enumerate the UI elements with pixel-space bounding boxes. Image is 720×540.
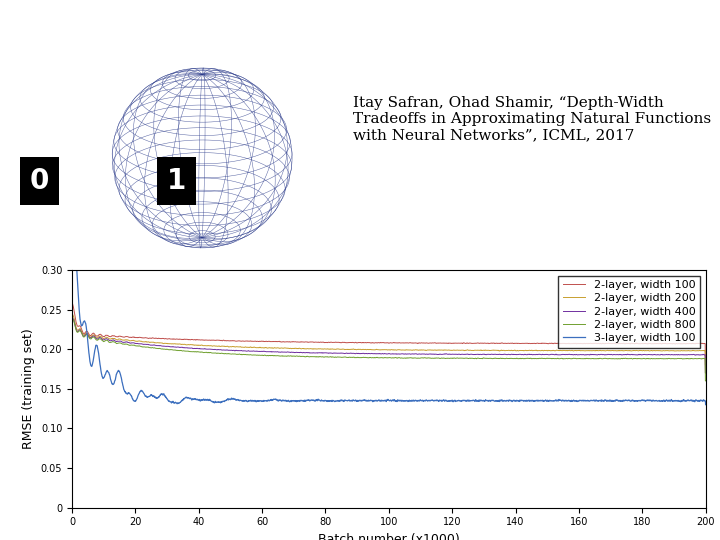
2-layer, width 100 [338,339,347,346]
2-layer, width 400 [140,341,149,348]
3-layer, width 100 [338,397,347,404]
2-layer, width 200 [338,346,347,352]
2-layer, width 400 [68,370,76,376]
2-layer, width 200 [68,311,77,318]
Line: 2-layer, width 100: 2-layer, width 100 [72,303,706,365]
2-layer, width 400 [701,370,710,376]
3-layer, width 100 [68,282,76,289]
2-layer, width 400 [311,350,320,356]
2-layer, width 200 [68,370,76,376]
3-layer, width 100 [701,401,710,408]
2-layer, width 400 [178,344,186,350]
2-layer, width 200 [311,346,320,352]
2-layer, width 800 [140,344,149,350]
2-layer, width 400 [338,350,347,356]
3-layer, width 100 [689,397,698,404]
2-layer, width 800 [689,355,698,362]
2-layer, width 100 [140,335,149,341]
2-layer, width 100 [689,340,698,347]
Legend: 2-layer, width 100, 2-layer, width 200, 2-layer, width 400, 2-layer, width 800, : 2-layer, width 100, 2-layer, width 200, … [558,275,700,348]
2-layer, width 200 [689,347,698,354]
Text: 1: 1 [167,167,186,195]
2-layer, width 800 [311,354,320,360]
2-layer, width 200 [140,339,149,345]
2-layer, width 800 [68,377,76,384]
Line: 2-layer, width 400: 2-layer, width 400 [72,318,706,373]
3-layer, width 100 [311,398,320,404]
Line: 2-layer, width 800: 2-layer, width 800 [72,319,706,381]
2-layer, width 200 [701,370,710,376]
Y-axis label: RMSE (training set): RMSE (training set) [22,328,35,449]
2-layer, width 100 [68,300,77,307]
Line: 3-layer, width 100: 3-layer, width 100 [72,244,706,404]
2-layer, width 800 [701,377,710,384]
X-axis label: Batch number (x1000): Batch number (x1000) [318,533,459,540]
Text: 0: 0 [30,167,49,195]
Line: 2-layer, width 200: 2-layer, width 200 [72,314,706,373]
3-layer, width 100 [140,391,149,397]
2-layer, width 800 [178,348,186,354]
2-layer, width 200 [621,347,629,354]
2-layer, width 100 [311,339,320,346]
3-layer, width 100 [621,397,629,403]
3-layer, width 100 [70,240,78,247]
2-layer, width 800 [68,316,77,322]
2-layer, width 400 [68,314,77,321]
2-layer, width 100 [68,362,76,368]
2-layer, width 400 [621,352,629,358]
3-layer, width 100 [178,397,186,404]
2-layer, width 400 [689,351,698,357]
2-layer, width 800 [621,355,629,362]
2-layer, width 800 [338,354,347,361]
2-layer, width 100 [701,362,710,368]
2-layer, width 200 [178,341,186,348]
2-layer, width 100 [621,340,629,347]
Text: Itay Safran, Ohad Shamir, “Depth-Width
Tradeoffs in Approximating Natural Functi: Itay Safran, Ohad Shamir, “Depth-Width T… [353,96,711,142]
2-layer, width 100 [178,336,186,343]
